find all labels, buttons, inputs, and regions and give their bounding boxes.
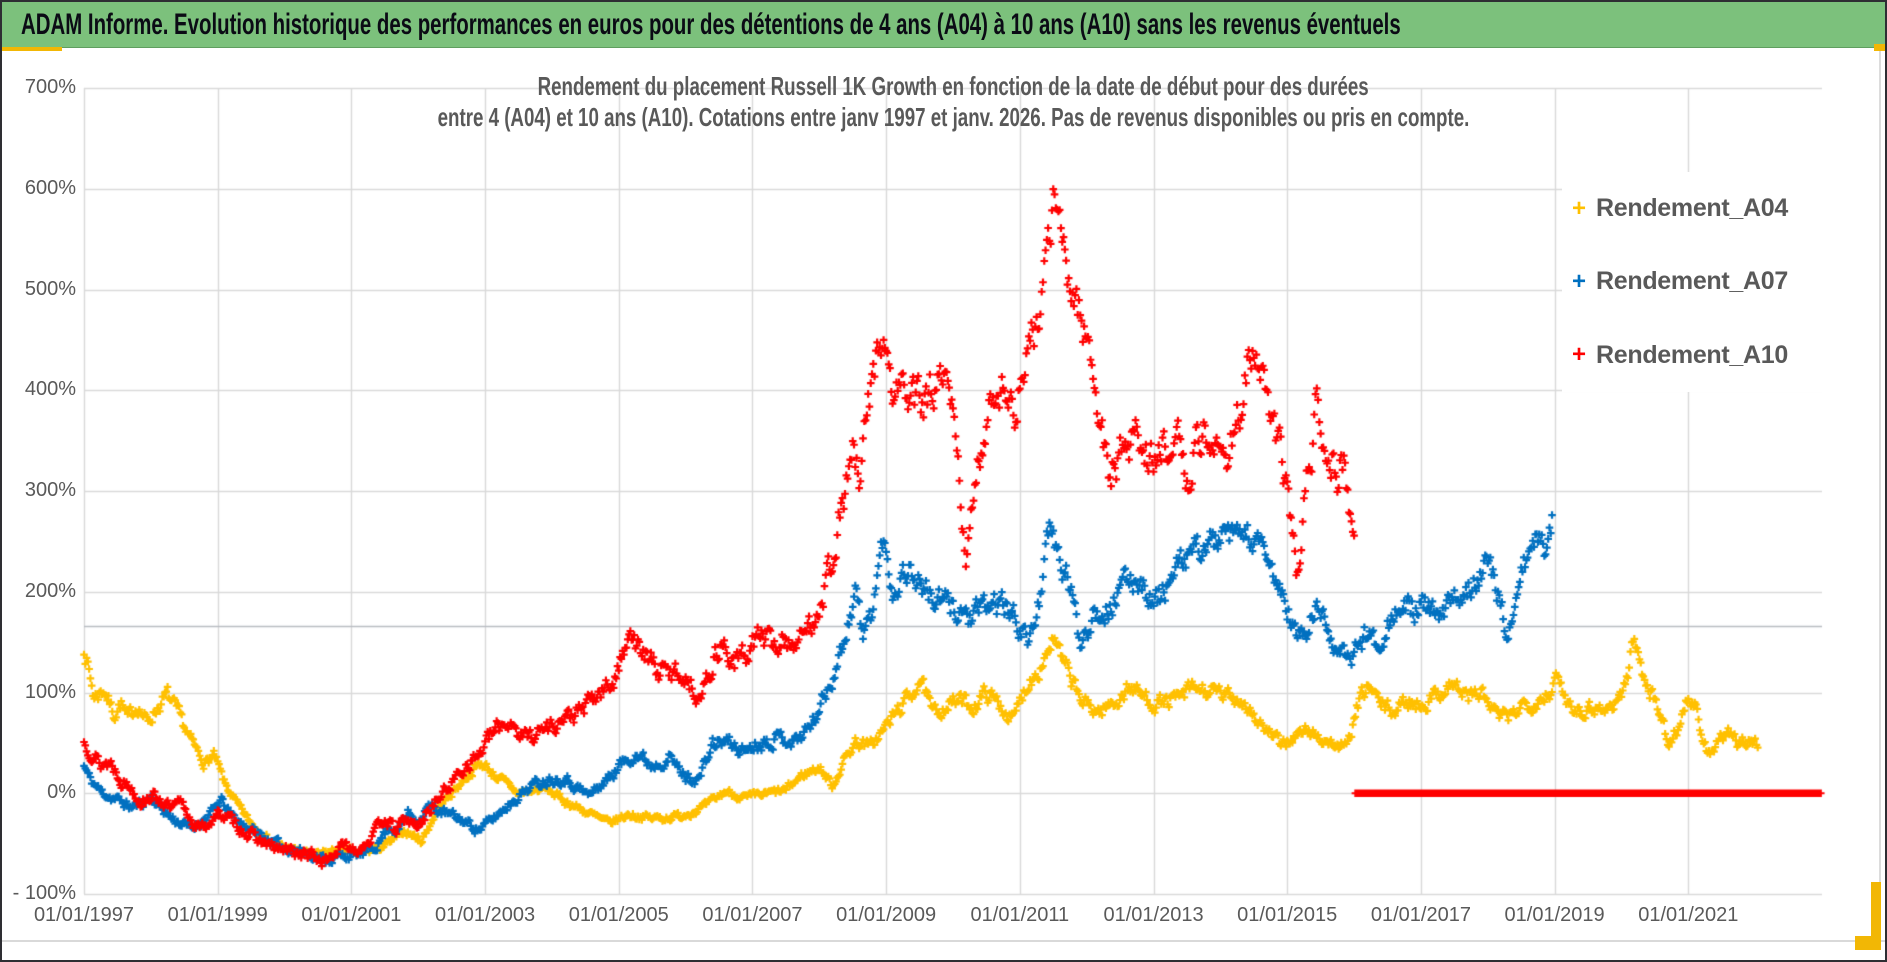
y-axis-tick: 700% (24, 76, 76, 98)
x-axis-tick: 01/01/2013 (1103, 904, 1204, 926)
legend-item-rendement-a10[interactable]: + Rendement_A10 (1562, 341, 1878, 370)
selection-handle-bottom-right-foot (1855, 936, 1881, 950)
y-axis-tick: 400% (24, 378, 76, 401)
x-axis-tick: 01/01/2021 (1638, 904, 1739, 926)
y-axis-tick: - 100% (12, 882, 76, 904)
chart-title-line1: Rendement du placement Russell 1K Growth… (537, 71, 1369, 101)
legend-label: Rendement_A04 (1596, 194, 1788, 223)
y-axis-tick: 0% (47, 781, 76, 804)
legend-item-rendement-a07[interactable]: + Rendement_A07 (1562, 267, 1878, 296)
x-axis-tick: 01/01/2015 (1237, 904, 1338, 926)
y-axis-tick: 500% (24, 277, 76, 300)
x-axis-tick: 01/01/2009 (836, 904, 937, 926)
window-title: ADAM Informe. Evolution historique des p… (21, 8, 1401, 41)
y-axis-tick: 200% (24, 579, 76, 602)
x-axis-tick: 01/01/2017 (1370, 904, 1471, 926)
selection-handle-top-right (1874, 44, 1885, 51)
x-axis-tick: 01/01/1997 (33, 904, 135, 926)
plus-marker-icon: + (1571, 341, 1586, 369)
x-axis-tick: 01/01/2007 (702, 904, 803, 926)
y-axis-tick: 300% (24, 479, 76, 501)
x-axis-tick: 01/01/1999 (167, 904, 268, 926)
y-axis-tick: 100% (24, 680, 76, 703)
legend-item-rendement-a04[interactable]: + Rendement_A04 (1562, 194, 1878, 223)
chart-legend[interactable]: + Rendement_A04 + Rendement_A07 + Rendem… (1562, 172, 1878, 392)
x-axis-tick: 01/01/2011 (970, 904, 1070, 926)
y-axis-tick: 600% (24, 176, 76, 199)
selection-handle-top-left (2, 47, 62, 51)
legend-label: Rendement_A10 (1596, 340, 1788, 369)
selection-handle-bottom-right (1871, 882, 1881, 950)
x-axis-tick: 01/01/2005 (568, 904, 669, 926)
x-axis-tick: 01/01/2003 (435, 904, 536, 926)
window-title-bar: ADAM Informe. Evolution historique des p… (2, 2, 1885, 48)
plus-marker-icon: + (1571, 267, 1586, 295)
legend-label: Rendement_A07 (1596, 267, 1788, 296)
chart-title-line2: entre 4 (A04) et 10 ans (A10). Cotations… (437, 102, 1469, 132)
chart-title: Rendement du placement Russell 1K Growth… (84, 71, 1822, 133)
x-axis-tick: 01/01/2001 (301, 904, 402, 926)
chart-frame-right-edge (1879, 48, 1881, 941)
plus-marker-icon: + (1571, 194, 1586, 222)
x-axis-tick: 01/01/2019 (1504, 904, 1605, 926)
chart-frame-bottom-edge (0, 940, 1887, 942)
